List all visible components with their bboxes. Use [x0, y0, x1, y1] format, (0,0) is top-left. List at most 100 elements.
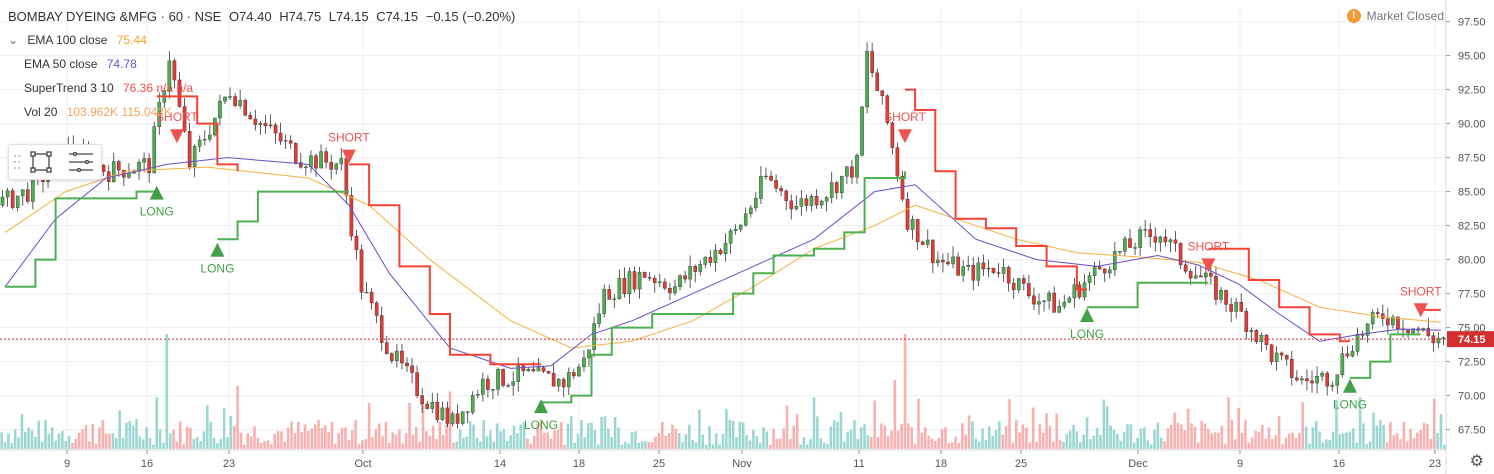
ohlc-low: L74.15: [328, 9, 369, 24]
rectangle-tool-icon[interactable]: [30, 151, 52, 173]
gear-icon[interactable]: ⚙: [1469, 453, 1484, 470]
volume-bar: [141, 439, 145, 449]
volume-bar: [745, 435, 748, 449]
volume-bar: [155, 397, 159, 449]
volume-bar: [64, 441, 68, 449]
drag-handle-icon[interactable]: [14, 155, 20, 169]
volume-bar: [1200, 420, 1203, 449]
candle-body: [1133, 247, 1137, 249]
candle-body: [101, 164, 106, 172]
supertrend-down-line: [156, 95, 239, 172]
volume-bar: [1443, 444, 1446, 449]
candle-body: [668, 288, 672, 294]
candle-body: [314, 155, 318, 169]
candle-body: [870, 51, 874, 74]
candle-body: [1406, 329, 1410, 334]
signals: LONG SHORT LONG SHORT LONG SHORT LONG SHORT LONG…: [140, 110, 1443, 432]
volume-bar: [273, 433, 276, 449]
candle-body: [905, 198, 910, 230]
short-label: SHORT: [328, 131, 370, 145]
candle-body: [804, 198, 809, 206]
volume-bar: [799, 444, 802, 449]
volume-bar: [910, 427, 914, 449]
volume-bar: [913, 443, 917, 449]
volume-bar: [111, 433, 115, 449]
volume-bar: [77, 432, 81, 449]
volume-bar: [940, 429, 944, 449]
candle-body: [1102, 268, 1107, 274]
price-tick-label: 97.50: [1458, 17, 1486, 29]
volume-bar: [499, 431, 502, 449]
supertrend-down-line: [905, 88, 1087, 291]
volume-bar: [1422, 422, 1426, 449]
ohlc-close: C74.15: [376, 9, 419, 24]
volume-bar: [468, 421, 472, 449]
price-tick-label: 82.50: [1458, 221, 1486, 233]
volume-bar: [199, 441, 202, 449]
volume-bar: [1281, 444, 1284, 449]
volume-bar: [532, 435, 536, 449]
legend-supertrend[interactable]: SuperTrend 3 10 76.36 n/a n/a: [24, 81, 193, 95]
candle-body: [885, 95, 890, 124]
volume-bar: [701, 434, 705, 449]
volume-bar: [448, 391, 452, 449]
candle-body: [956, 256, 960, 276]
candle-body: [1006, 267, 1011, 284]
volume-bar: [1325, 439, 1328, 449]
volume-bar: [1075, 431, 1079, 449]
volume-bar: [1052, 441, 1055, 449]
volume-bar: [967, 415, 971, 449]
volume-bar: [1385, 442, 1389, 449]
volume-bar: [263, 441, 266, 449]
candle-body: [182, 106, 187, 132]
candle-body: [1370, 312, 1375, 325]
ohlc-high: H74.75: [279, 9, 322, 24]
volume-bar: [502, 429, 506, 449]
volume-bar: [1298, 432, 1301, 449]
candle-body: [572, 372, 576, 377]
time-axis[interactable]: 9 16 23 Oct 14 18 25 Nov 11 18 25 Dec 9 16 23: [0, 449, 1446, 470]
candle-body: [814, 196, 819, 206]
symbol-title[interactable]: BOMBAY DYEING &MFG · 60 · NSE: [8, 9, 222, 24]
volume-bar: [283, 441, 287, 449]
candle-body: [678, 275, 682, 287]
volume-bar: [81, 429, 84, 449]
settings-lines-icon[interactable]: [69, 151, 93, 173]
long-label: LONG: [1333, 398, 1367, 412]
candle-body: [986, 267, 991, 270]
legend-ema50[interactable]: EMA 50 close 74.78: [24, 57, 137, 71]
volume-bar: [1190, 423, 1193, 449]
volume-bar: [870, 436, 873, 449]
candle-body: [1224, 289, 1228, 305]
volume-bar: [1429, 438, 1433, 449]
volume-bar: [371, 437, 374, 449]
short-label: SHORT: [1187, 239, 1229, 253]
volume-bar: [344, 427, 347, 449]
candle-body: [1209, 272, 1213, 277]
chevron-icon[interactable]: ⌄: [8, 33, 19, 47]
volume-bar: [529, 443, 533, 449]
volume-bar: [381, 436, 384, 449]
volume-bar: [583, 437, 587, 449]
candle-body: [1426, 328, 1431, 336]
legend-ema100[interactable]: ⌄ EMA 100 close 75.44: [8, 33, 147, 47]
legend-volume[interactable]: Vol 20 103.962K 115.042K: [24, 105, 172, 119]
volume-bar: [536, 423, 539, 449]
volume-bar: [792, 425, 796, 449]
volume-bar: [586, 423, 590, 449]
volume-bar: [1041, 432, 1045, 449]
volume-bar: [421, 405, 425, 449]
candle-body: [420, 395, 424, 405]
candle-body: [152, 126, 157, 174]
volume-bar: [246, 433, 250, 449]
candle-body: [880, 90, 885, 97]
candle-body: [865, 51, 869, 108]
volume-bar: [125, 422, 128, 449]
candle-body: [526, 368, 531, 372]
candle-body: [1138, 229, 1142, 248]
candle-body: [400, 350, 404, 364]
volume-bar: [526, 438, 529, 449]
price-axis[interactable]: 97.50 95.00 92.50 90.00 87.50 85.00 82.50 80.00…: [1445, 0, 1494, 474]
volume-bar: [509, 435, 512, 449]
